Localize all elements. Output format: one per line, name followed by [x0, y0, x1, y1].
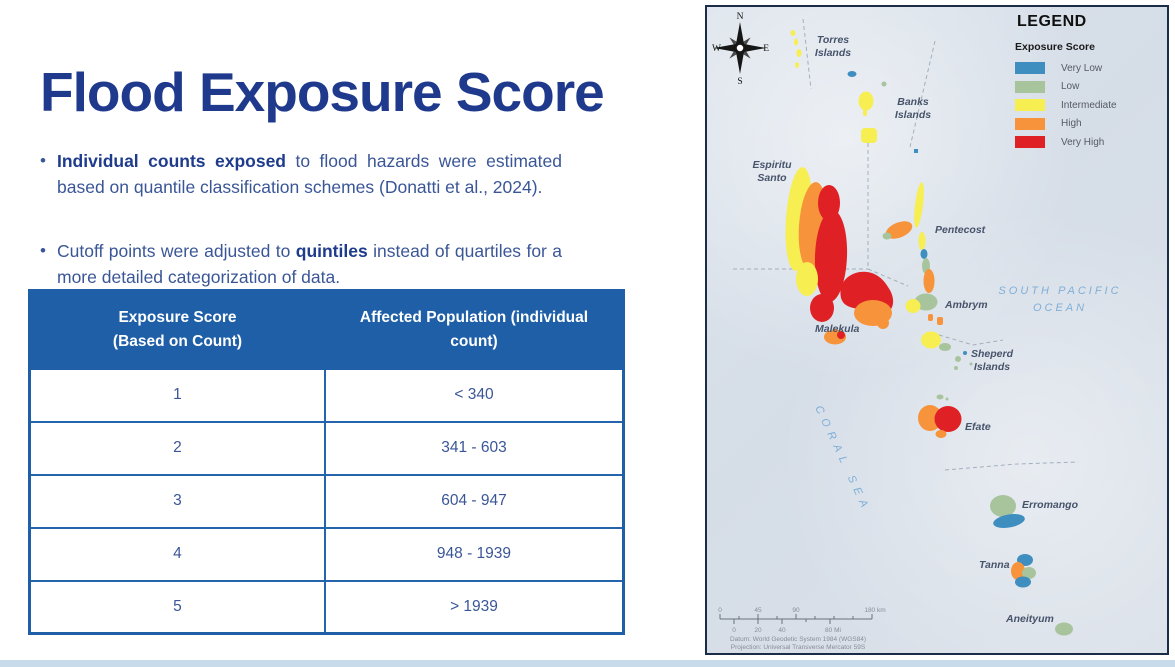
col1-header: Exposure Score (Based on Count): [28, 289, 326, 370]
km-tick-label: 180 km: [864, 607, 885, 614]
island-espiritu-santo: [785, 167, 848, 322]
col2-header: Affected Population (individual count): [323, 289, 625, 370]
island-label-aneityum: Aneityum: [1006, 613, 1054, 625]
table-row: 3 604 - 947: [28, 473, 625, 529]
table-header-row: Exposure Score (Based on Count) Affected…: [28, 289, 625, 370]
legend-label: Very High: [1061, 136, 1105, 148]
legend-swatch-very-high: [1015, 136, 1045, 148]
datum-text: Datum: World Geodetic System 1984 (WGS84…: [730, 636, 866, 643]
map-islands-layer: [733, 18, 1079, 636]
exposure-score-table: Exposure Score (Based on Count) Affected…: [28, 289, 625, 635]
island-label-torres: Torres Islands: [814, 34, 852, 60]
bullet2-text-pre: Cutoff points were adjusted to: [57, 241, 296, 261]
legend-item: Intermediate: [1015, 99, 1167, 111]
km-tick-label: 45: [754, 607, 762, 614]
bullet2-bold-text: quintiles: [295, 241, 368, 261]
km-tick-label: 0: [718, 607, 722, 614]
bullet1-bold-text: Individual counts exposed: [57, 151, 286, 171]
island-label-malekula: Malekula: [815, 323, 860, 335]
scale-bar: 0 45 90 180 km 0 20 40 80 Mi Datum: Worl…: [718, 607, 885, 651]
vanuatu-exposure-map: N E S W LEGEND Exposure Score Very Low L…: [705, 5, 1169, 655]
projection-text: Projection: Universal Transverse Mercato…: [731, 644, 866, 651]
legend-item: Low: [1015, 80, 1167, 93]
legend-item: Very High: [1015, 136, 1167, 148]
score-cell: 3: [28, 473, 326, 529]
table-row: 5 > 1939: [28, 579, 625, 635]
bullet-item-2: • Cutoff points were adjusted to quintile…: [40, 238, 562, 290]
legend-swatch-high: [1015, 117, 1045, 130]
island-pentecost: [918, 232, 935, 293]
score-cell: 5: [28, 579, 326, 635]
mi-tick-label: 0: [732, 627, 736, 634]
population-cell: 604 - 947: [323, 473, 625, 529]
compass-rose-icon: N E S W: [712, 12, 769, 86]
bullet2-text: instead of quartiles for a more detailed…: [57, 241, 563, 287]
population-cell: < 340: [323, 367, 625, 423]
island-small: [847, 71, 857, 77]
table-row: 2 341 - 603: [28, 420, 625, 476]
bullet-item-1: • Individual counts exposed to flood haza…: [40, 148, 562, 200]
island-label-ambrym: Ambrym: [945, 299, 988, 311]
island-label-efate: Efate: [965, 421, 991, 433]
compass-n-label: N: [737, 12, 744, 22]
table-row: 4 948 - 1939: [28, 526, 625, 582]
island-efate: [918, 394, 962, 438]
mi-tick-label: 40: [778, 627, 786, 634]
map-legend: LEGEND Exposure Score Very Low Low Inter…: [1012, 13, 1167, 155]
km-tick-label: 90: [792, 607, 800, 614]
legend-label: Very Low: [1061, 62, 1103, 74]
table-row: 1 < 340: [28, 367, 625, 423]
island-sheperd: [954, 351, 973, 370]
island-label-tanna: Tanna: [979, 559, 1010, 571]
page-title: Flood Exposure Score: [40, 61, 605, 123]
island-label-pentecost: Pentecost: [935, 224, 986, 236]
population-cell: 948 - 1939: [323, 526, 625, 582]
legend-swatch-very-low: [1015, 62, 1045, 74]
bottom-accent-strip: [0, 660, 1175, 667]
island-paama: [928, 314, 943, 325]
mi-tick-label: 20: [754, 627, 762, 634]
island-ambrym: [905, 293, 938, 313]
island-label-erromango: Erromango: [1022, 499, 1079, 511]
compass-e-label: E: [763, 44, 769, 54]
island-malo: [824, 329, 846, 345]
island-ambae: [882, 221, 913, 240]
island-malekula: [840, 271, 894, 329]
island-torres: [790, 30, 802, 68]
island-label-espiritu-santo: Espiritu Santo: [752, 159, 792, 185]
legend-subtitle: Exposure Score: [1015, 41, 1095, 53]
island-aneityum: [1055, 622, 1073, 636]
island-erromango: [990, 495, 1025, 528]
population-cell: > 1939: [323, 579, 625, 635]
legend-swatch-low: [1015, 80, 1045, 93]
bullet-icon: •: [40, 151, 46, 170]
island-maewo: [914, 182, 924, 228]
bullet-list: • Individual counts exposed to flood haza…: [40, 148, 562, 290]
legend-label: Intermediate: [1061, 99, 1117, 111]
legend-label: High: [1061, 118, 1082, 129]
score-cell: 1: [28, 367, 326, 423]
legend-label: Low: [1061, 81, 1080, 92]
compass-w-label: W: [712, 44, 721, 54]
mi-tick-label: 80 Mi: [825, 627, 841, 634]
bullet1-text: to flood hazards were estimated based on…: [57, 151, 562, 197]
compass-s-label: S: [737, 77, 742, 86]
island-tanna: [1011, 554, 1036, 588]
legend-title: LEGEND: [1017, 13, 1087, 30]
score-cell: 4: [28, 526, 326, 582]
score-cell: 2: [28, 420, 326, 476]
legend-swatch-intermediate: [1015, 99, 1045, 111]
island-epi: [921, 331, 951, 351]
bullet-icon: •: [40, 241, 46, 260]
island-small: [881, 81, 887, 87]
island-banks: [858, 91, 918, 153]
population-cell: 341 - 603: [323, 420, 625, 476]
ocean-label-south-pacific: SOUTH PACIFIC OCEAN: [998, 285, 1122, 314]
legend-item: High: [1015, 117, 1167, 130]
legend-item: Very Low: [1015, 62, 1167, 74]
island-label-sheperd: Sheperd Islands: [970, 348, 1013, 374]
island-label-banks: Banks Islands: [894, 96, 932, 122]
